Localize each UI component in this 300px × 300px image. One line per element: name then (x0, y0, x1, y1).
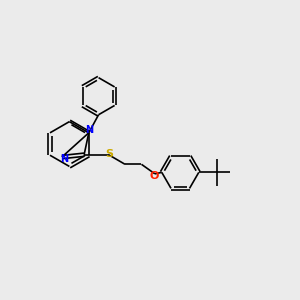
Text: S: S (105, 149, 113, 159)
Text: O: O (149, 171, 159, 181)
Text: N: N (60, 154, 68, 164)
Text: N: N (85, 125, 93, 135)
